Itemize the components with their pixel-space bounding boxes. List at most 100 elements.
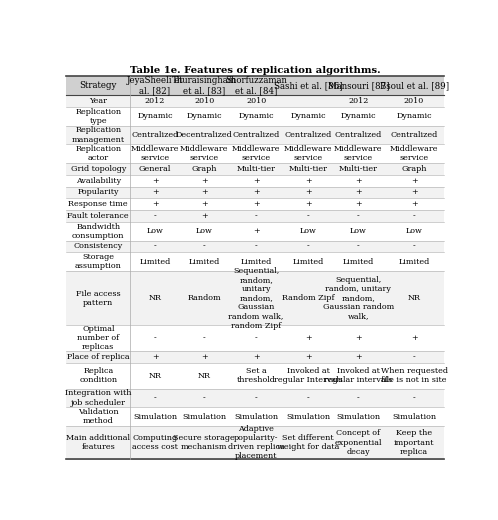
- Text: Dynamic: Dynamic: [137, 112, 173, 120]
- Text: Sequential,
random,
unitary
random,
Gaussian
random walk,
random Zipf: Sequential, random, unitary random, Gaus…: [229, 267, 284, 330]
- Text: Sequential,
random, unitary
random,
Gaussian random
walk,: Sequential, random, unitary random, Gaus…: [323, 276, 394, 320]
- Text: +: +: [201, 200, 208, 208]
- Text: +: +: [253, 227, 259, 235]
- Text: Random: Random: [187, 294, 221, 302]
- Text: Table 1e. Features of replication algorithms.: Table 1e. Features of replication algori…: [130, 66, 380, 74]
- Text: Middleware
service: Middleware service: [131, 145, 179, 162]
- Text: Middleware
service: Middleware service: [232, 145, 280, 162]
- Text: +: +: [355, 353, 362, 361]
- Text: JeyaSheeli et
al. [82]: JeyaSheeli et al. [82]: [126, 76, 183, 95]
- Text: Low: Low: [146, 227, 163, 235]
- Text: +: +: [201, 212, 208, 220]
- Text: Multi-tier: Multi-tier: [339, 165, 378, 173]
- Bar: [66, 210, 444, 222]
- Text: General: General: [139, 165, 171, 173]
- Text: -: -: [413, 394, 415, 402]
- Text: -: -: [255, 212, 257, 220]
- Text: +: +: [201, 177, 208, 185]
- Text: Limited: Limited: [398, 258, 430, 266]
- Text: Strategy: Strategy: [80, 81, 117, 90]
- Text: -: -: [357, 212, 360, 220]
- Bar: [66, 107, 444, 125]
- Text: Graph: Graph: [191, 165, 217, 173]
- Text: +: +: [152, 188, 158, 197]
- Text: Main additional
features: Main additional features: [66, 434, 130, 451]
- Text: Replication
management: Replication management: [72, 126, 125, 144]
- Text: Limited: Limited: [189, 258, 220, 266]
- Text: Keep the
important
replica: Keep the important replica: [394, 430, 434, 456]
- Text: -: -: [307, 394, 310, 402]
- Text: +: +: [201, 188, 208, 197]
- Text: Decentralized: Decentralized: [176, 131, 233, 139]
- Text: +: +: [152, 200, 158, 208]
- Text: Availability: Availability: [76, 177, 121, 185]
- Bar: [66, 95, 444, 107]
- Text: Low: Low: [406, 227, 422, 235]
- Text: Replication
type: Replication type: [75, 108, 122, 125]
- Text: +: +: [253, 353, 259, 361]
- Text: Simulation: Simulation: [392, 413, 436, 421]
- Text: +: +: [152, 177, 158, 185]
- Text: 2010: 2010: [194, 97, 214, 105]
- Text: Simulation: Simulation: [234, 413, 278, 421]
- Bar: [66, 407, 444, 426]
- Text: Simulation: Simulation: [182, 413, 226, 421]
- Text: Adaptive
popularity-
driven replica
placement: Adaptive popularity- driven replica plac…: [228, 425, 284, 460]
- Text: Invoked at
regular intervals: Invoked at regular intervals: [324, 367, 392, 384]
- Text: +: +: [355, 334, 362, 342]
- Text: +: +: [305, 334, 311, 342]
- Text: +: +: [152, 353, 158, 361]
- Text: Limited: Limited: [241, 258, 272, 266]
- Text: -: -: [153, 212, 156, 220]
- Text: Centralized: Centralized: [284, 131, 332, 139]
- Text: Centralized: Centralized: [335, 131, 382, 139]
- Text: Shorfuzzaman
et al. [84]: Shorfuzzaman et al. [84]: [225, 76, 287, 95]
- Text: Simulation: Simulation: [133, 413, 177, 421]
- Bar: [66, 388, 444, 407]
- Text: +: +: [253, 177, 259, 185]
- Text: Middleware
service: Middleware service: [390, 145, 438, 162]
- Text: File access
pattern: File access pattern: [76, 290, 121, 307]
- Bar: [66, 125, 444, 145]
- Text: +: +: [305, 200, 311, 208]
- Bar: [66, 351, 444, 362]
- Text: Fault tolerance: Fault tolerance: [67, 212, 129, 220]
- Text: Replica
condition: Replica condition: [79, 367, 118, 384]
- Text: +: +: [305, 177, 311, 185]
- Text: NR: NR: [148, 294, 161, 302]
- Text: 2010: 2010: [246, 97, 266, 105]
- Text: -: -: [203, 334, 206, 342]
- Text: +: +: [305, 353, 311, 361]
- Text: Year: Year: [89, 97, 107, 105]
- Text: -: -: [307, 242, 310, 251]
- Text: +: +: [305, 188, 311, 197]
- Text: +: +: [411, 177, 417, 185]
- Text: Low: Low: [196, 227, 213, 235]
- Bar: [66, 76, 444, 95]
- Text: Limited: Limited: [139, 258, 171, 266]
- Text: Dynamic: Dynamic: [396, 112, 432, 120]
- Text: Storage
assumption: Storage assumption: [75, 253, 122, 270]
- Bar: [66, 241, 444, 252]
- Text: 2012: 2012: [145, 97, 165, 105]
- Text: +: +: [355, 188, 362, 197]
- Text: Simulation: Simulation: [286, 413, 330, 421]
- Text: Mansouri [87]: Mansouri [87]: [328, 81, 389, 90]
- Text: Integration with
job scheduler: Integration with job scheduler: [65, 389, 131, 407]
- Text: Multi-tier: Multi-tier: [289, 165, 328, 173]
- Text: -: -: [413, 212, 415, 220]
- Text: -: -: [203, 242, 206, 251]
- Bar: [66, 145, 444, 163]
- Text: Replication
actor: Replication actor: [75, 145, 122, 162]
- Text: 2010: 2010: [404, 97, 424, 105]
- Text: Consistency: Consistency: [74, 242, 123, 251]
- Text: 2012: 2012: [348, 97, 369, 105]
- Text: Invoked at
regular Intervals: Invoked at regular Intervals: [274, 367, 343, 384]
- Text: Dynamic: Dynamic: [341, 112, 376, 120]
- Text: +: +: [411, 200, 417, 208]
- Text: Graph: Graph: [401, 165, 427, 173]
- Bar: [66, 222, 444, 241]
- Bar: [66, 175, 444, 187]
- Text: Middleware
service: Middleware service: [284, 145, 333, 162]
- Text: Middleware
service: Middleware service: [180, 145, 229, 162]
